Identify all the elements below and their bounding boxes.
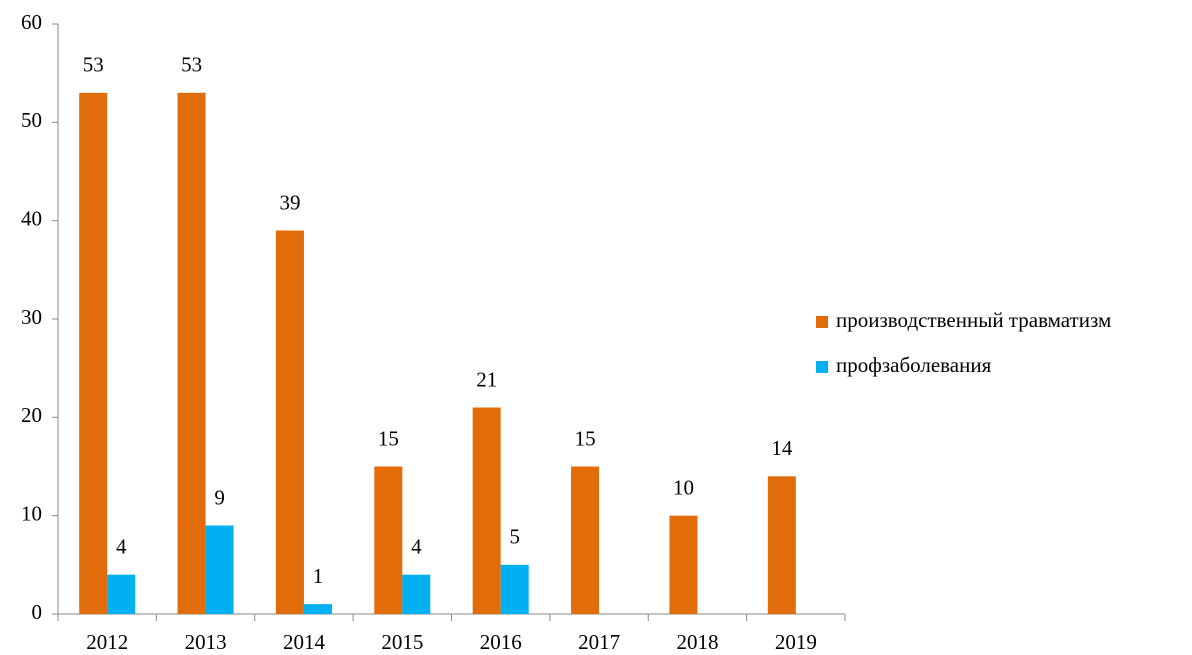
data-label: 39 — [279, 190, 300, 214]
y-tick-label: 0 — [32, 600, 43, 624]
y-tick-label: 50 — [21, 108, 42, 132]
data-label: 5 — [509, 525, 520, 549]
x-tick-label: 2014 — [283, 630, 326, 654]
y-tick-label: 20 — [21, 403, 42, 427]
data-label: 53 — [181, 53, 202, 77]
data-label: 53 — [83, 53, 104, 77]
bar — [303, 604, 332, 614]
y-tick-label: 40 — [21, 206, 42, 230]
bar — [205, 525, 234, 614]
legend-label: профзаболевания — [836, 353, 992, 377]
bar — [669, 515, 698, 614]
data-label: 14 — [771, 436, 793, 460]
data-label: 4 — [116, 534, 127, 558]
x-tick-label: 2012 — [86, 630, 128, 654]
x-tick-label: 2017 — [578, 630, 620, 654]
bar — [79, 92, 108, 615]
y-tick-label: 10 — [21, 501, 42, 525]
x-tick-label: 2013 — [185, 630, 227, 654]
legend-swatch — [816, 361, 828, 373]
data-label: 15 — [378, 426, 399, 450]
data-label: 1 — [313, 564, 324, 588]
bar — [767, 476, 796, 614]
data-label: 15 — [575, 426, 596, 450]
bar — [472, 407, 501, 614]
bar — [402, 574, 431, 614]
x-tick-label: 2015 — [381, 630, 423, 654]
y-tick-label: 60 — [21, 10, 42, 34]
legend-label: производственный травматизм — [836, 308, 1111, 332]
data-label: 9 — [214, 485, 225, 509]
x-tick-label: 2016 — [480, 630, 522, 654]
x-tick-label: 2018 — [676, 630, 718, 654]
bar — [500, 564, 529, 614]
data-label: 21 — [476, 367, 497, 391]
data-label: 10 — [673, 475, 694, 499]
bar — [107, 574, 136, 614]
bar — [571, 466, 600, 614]
y-tick-label: 30 — [21, 305, 42, 329]
bar — [177, 92, 206, 615]
x-tick-label: 2019 — [775, 630, 817, 654]
bar — [275, 230, 304, 614]
bar — [374, 466, 403, 614]
legend-swatch — [816, 316, 828, 328]
data-label: 4 — [411, 534, 422, 558]
